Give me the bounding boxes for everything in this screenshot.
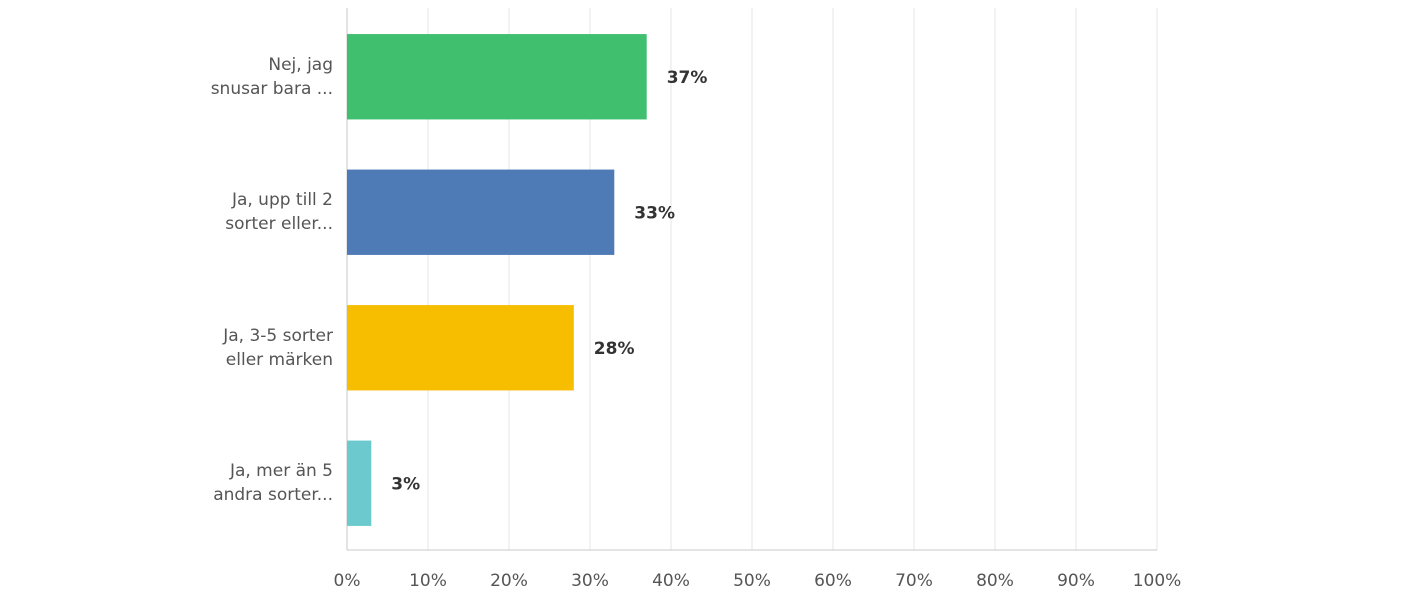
x-tick-label: 60%: [814, 571, 852, 591]
x-tick-label: 0%: [334, 571, 361, 591]
category-label: Nej, jag snusar bara ...: [210, 54, 333, 99]
x-tick-label: 100%: [1133, 571, 1182, 591]
x-tick-label: 40%: [652, 571, 690, 591]
data-label: 3%: [391, 474, 420, 494]
category-label: Ja, 3-5 sorter eller märken: [223, 325, 333, 370]
x-tick-label: 20%: [490, 571, 528, 591]
bar: [347, 440, 372, 526]
bar: [347, 34, 647, 120]
bar: [347, 169, 615, 255]
category-label: Ja, mer än 5 andra sorter...: [213, 461, 333, 506]
category-label: Ja, upp till 2 sorter eller...: [225, 190, 333, 235]
x-tick-label: 50%: [733, 571, 771, 591]
x-tick-label: 70%: [895, 571, 933, 591]
x-tick-label: 90%: [1057, 571, 1095, 591]
bar: [347, 305, 574, 391]
x-tick-label: 30%: [571, 571, 609, 591]
data-label: 37%: [667, 68, 708, 88]
x-tick-label: 10%: [409, 571, 447, 591]
data-label: 33%: [634, 203, 675, 223]
x-tick-label: 80%: [976, 571, 1014, 591]
data-label: 28%: [594, 339, 635, 359]
